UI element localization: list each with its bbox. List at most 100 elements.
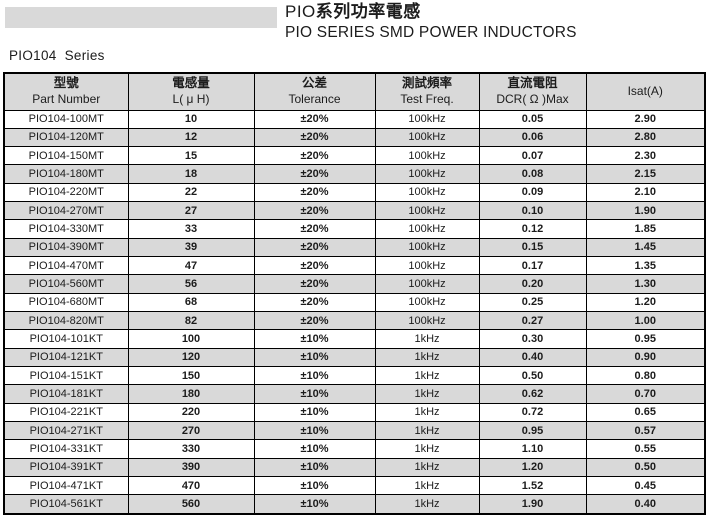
cell-inductance: 10: [127, 109, 255, 129]
table-row: PIO104-181KT 180 ±10% 1kHz 0.62 0.70: [3, 384, 706, 404]
cell-dcr: 0.27: [478, 311, 587, 331]
cell-part-number: PIO104-271KT: [3, 421, 129, 441]
cell-isat: 2.80: [585, 127, 706, 148]
cell-dcr: 0.72: [478, 402, 587, 423]
cell-part-number: PIO104-100MT: [3, 109, 129, 129]
cell-tolerance: ±20%: [253, 256, 376, 276]
cell-part-number: PIO104-560MT: [3, 274, 129, 294]
table-row: PIO104-331KT 330 ±10% 1kHz 1.10 0.55: [3, 439, 706, 459]
table-row: PIO104-121KT 120 ±10% 1kHz 0.40 0.90: [3, 347, 706, 368]
cell-part-number: PIO104-221KT: [3, 402, 129, 423]
cell-inductance: 56: [127, 274, 255, 294]
cell-dcr: 0.95: [478, 421, 587, 441]
cell-tolerance: ±10%: [253, 329, 376, 349]
table-body: PIO104-100MT 10 ±20% 100kHz 0.05 2.90 PIO104-1…: [3, 109, 706, 515]
cell-tolerance: ±20%: [253, 274, 376, 294]
table-row: PIO104-220MT 22 ±20% 100kHz 0.09 2.10: [3, 182, 706, 203]
cell-test-freq: 100kHz: [374, 292, 480, 313]
cell-inductance: 12: [127, 127, 255, 148]
cell-tolerance: ±10%: [253, 366, 376, 386]
table-row: PIO104-561KT 560 ±10% 1kHz 1.90 0.40: [3, 494, 706, 515]
header-bar-decoration: [5, 7, 277, 28]
cell-dcr: 0.17: [478, 256, 587, 276]
cell-part-number: PIO104-331KT: [3, 439, 129, 459]
cell-tolerance: ±10%: [253, 402, 376, 423]
cell-dcr: 0.10: [478, 201, 587, 221]
cell-part-number: PIO104-180MT: [3, 164, 129, 184]
cell-inductance: 39: [127, 237, 255, 258]
cell-isat: 0.55: [585, 439, 706, 459]
cell-part-number: PIO104-471KT: [3, 476, 129, 496]
table-row: PIO104-391KT 390 ±10% 1kHz 1.20 0.50: [3, 457, 706, 478]
cell-tolerance: ±20%: [253, 237, 376, 258]
cell-tolerance: ±20%: [253, 311, 376, 331]
cell-dcr: 0.05: [478, 109, 587, 129]
cell-test-freq: 100kHz: [374, 201, 480, 221]
cell-tolerance: ±10%: [253, 421, 376, 441]
cell-test-freq: 1kHz: [374, 366, 480, 386]
table-row: PIO104-120MT 12 ±20% 100kHz 0.06 2.80: [3, 127, 706, 148]
doc-title-zh: PIO系列功率電感: [285, 1, 577, 22]
col-header-test-freq: 測試頻率 Test Freq.: [374, 72, 480, 111]
col-header-isat: Isat(A): [585, 72, 706, 111]
cell-dcr: 0.25: [478, 292, 587, 313]
cell-test-freq: 1kHz: [374, 384, 480, 404]
cell-part-number: PIO104-390MT: [3, 237, 129, 258]
cell-dcr: 0.07: [478, 146, 587, 166]
col-header-dcr-en: DCR( Ω )Max: [496, 92, 569, 107]
cell-dcr: 0.08: [478, 164, 587, 184]
table-row: PIO104-270MT 27 ±20% 100kHz 0.10 1.90: [3, 201, 706, 221]
cell-inductance: 220: [127, 402, 255, 423]
col-header-inductance: 電感量 L( μ H): [127, 72, 255, 111]
cell-isat: 0.40: [585, 494, 706, 515]
cell-test-freq: 1kHz: [374, 457, 480, 478]
cell-test-freq: 100kHz: [374, 109, 480, 129]
cell-isat: 2.15: [585, 164, 706, 184]
cell-part-number: PIO104-470MT: [3, 256, 129, 276]
cell-part-number: PIO104-330MT: [3, 219, 129, 239]
cell-part-number: PIO104-181KT: [3, 384, 129, 404]
table-row: PIO104-330MT 33 ±20% 100kHz 0.12 1.85: [3, 219, 706, 239]
cell-part-number: PIO104-391KT: [3, 457, 129, 478]
cell-part-number: PIO104-150MT: [3, 146, 129, 166]
cell-inductance: 180: [127, 384, 255, 404]
cell-isat: 0.50: [585, 457, 706, 478]
cell-inductance: 68: [127, 292, 255, 313]
col-header-inductance-zh: 電感量: [172, 76, 210, 91]
cell-tolerance: ±20%: [253, 164, 376, 184]
table-row: PIO104-560MT 56 ±20% 100kHz 0.20 1.30: [3, 274, 706, 294]
table-row: PIO104-101KT 100 ±10% 1kHz 0.30 0.95: [3, 329, 706, 349]
cell-part-number: PIO104-820MT: [3, 311, 129, 331]
col-header-part-number: 型號 Part Number: [3, 72, 129, 111]
cell-tolerance: ±10%: [253, 457, 376, 478]
cell-dcr: 0.12: [478, 219, 587, 239]
col-header-dcr-zh: 直流電阻: [507, 76, 558, 91]
cell-dcr: 0.40: [478, 347, 587, 368]
col-header-tolerance-en: Tolerance: [288, 92, 341, 107]
cell-inductance: 22: [127, 182, 255, 203]
cell-tolerance: ±20%: [253, 109, 376, 129]
cell-inductance: 150: [127, 366, 255, 386]
cell-test-freq: 100kHz: [374, 219, 480, 239]
cell-test-freq: 100kHz: [374, 274, 480, 294]
doc-title-en: PIO SERIES SMD POWER INDUCTORS: [285, 24, 577, 42]
doc-title-zh-suffix: 系列功率電感: [315, 2, 421, 21]
cell-inductance: 470: [127, 476, 255, 496]
col-header-dcr: 直流電阻 DCR( Ω )Max: [478, 72, 587, 111]
cell-isat: 0.95: [585, 329, 706, 349]
cell-part-number: PIO104-151KT: [3, 366, 129, 386]
cell-isat: 1.35: [585, 256, 706, 276]
cell-inductance: 560: [127, 494, 255, 515]
col-header-isat-en: Isat(A): [627, 84, 663, 99]
cell-test-freq: 1kHz: [374, 476, 480, 496]
table-row: PIO104-820MT 82 ±20% 100kHz 0.27 1.00: [3, 311, 706, 331]
cell-isat: 0.65: [585, 402, 706, 423]
cell-isat: 0.45: [585, 476, 706, 496]
table-row: PIO104-151KT 150 ±10% 1kHz 0.50 0.80: [3, 366, 706, 386]
cell-tolerance: ±10%: [253, 347, 376, 368]
cell-isat: 2.30: [585, 146, 706, 166]
cell-dcr: 0.30: [478, 329, 587, 349]
cell-inductance: 33: [127, 219, 255, 239]
cell-isat: 0.70: [585, 384, 706, 404]
cell-part-number: PIO104-101KT: [3, 329, 129, 349]
